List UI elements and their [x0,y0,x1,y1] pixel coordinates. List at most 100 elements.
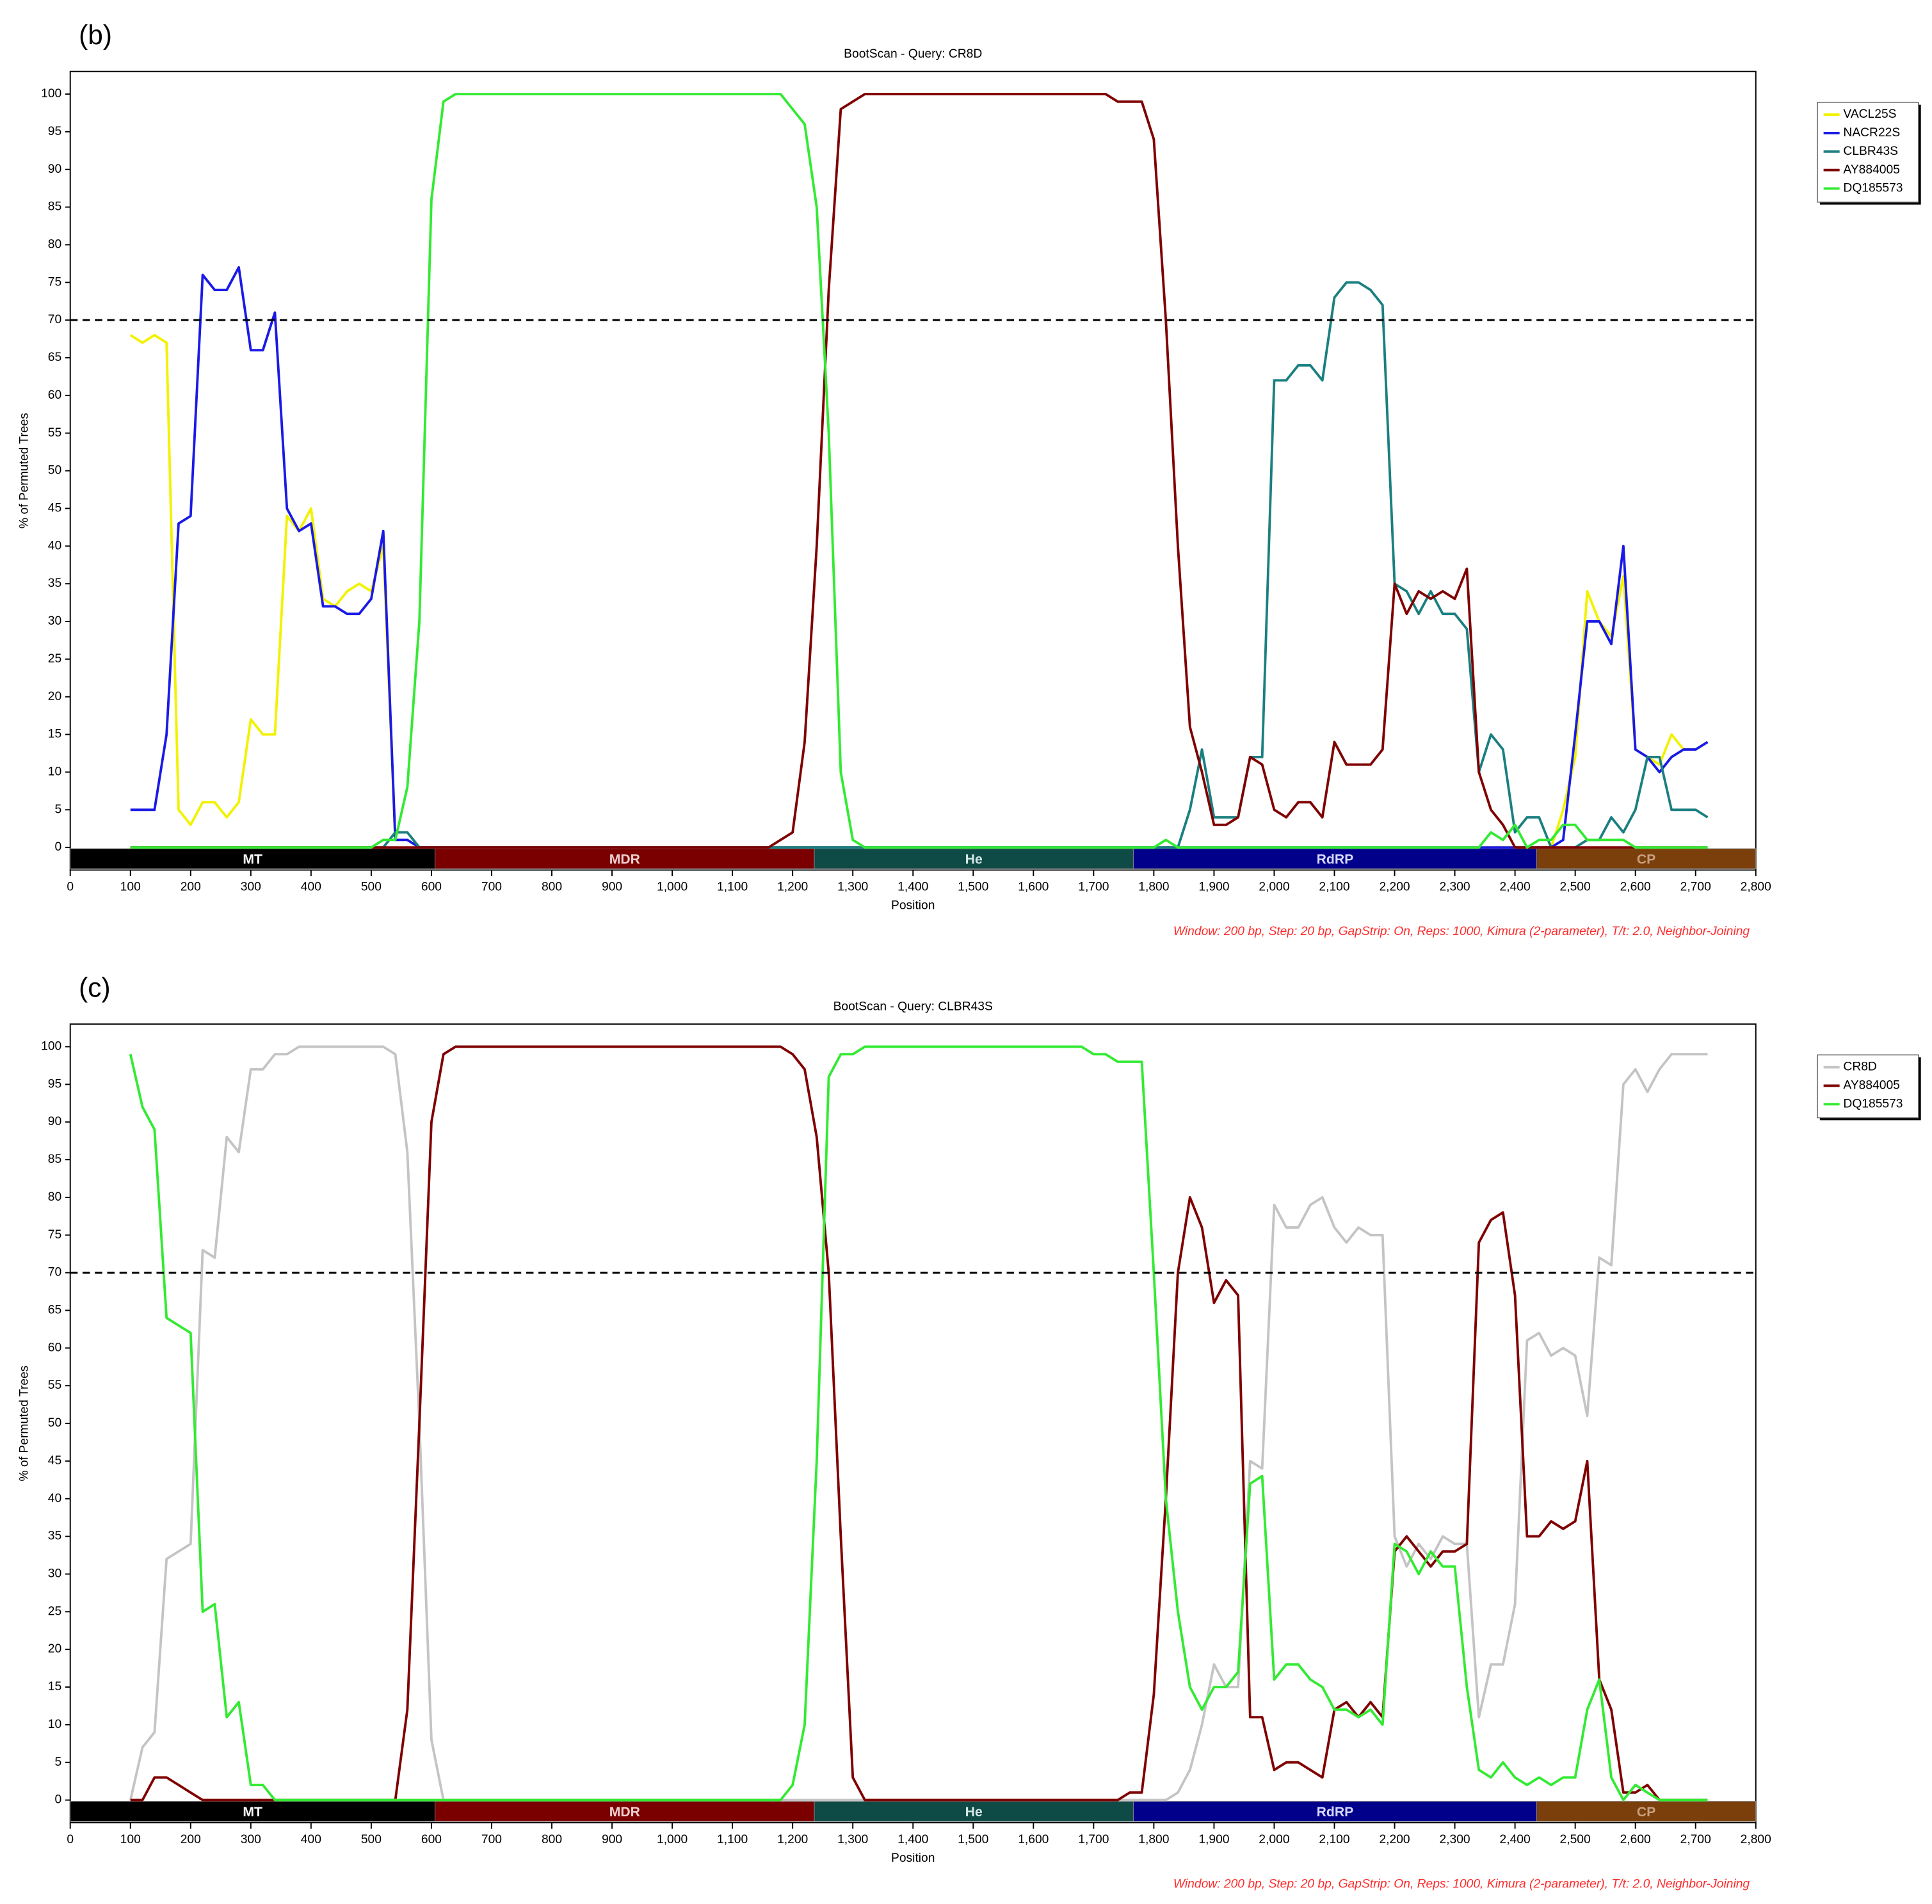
x-tick-label: 2,000 [1259,880,1289,893]
genome-region [814,848,1134,870]
y-tick-label: 25 [48,652,61,666]
genome-region [1536,848,1757,870]
series-line [130,93,1708,849]
x-tick-label: 1,400 [898,1833,928,1846]
x-tick-label: 500 [361,1833,382,1846]
chart-title: BootScan - Query: CR8D [844,47,982,61]
region-label: He [965,852,983,867]
y-tick-label: 15 [48,728,61,741]
x-tick-label: 1,700 [1078,880,1109,893]
x-tick-label: 800 [542,880,562,893]
x-tick-label: 500 [361,880,382,893]
genome-region [814,1801,1134,1822]
x-tick-label: 1,200 [777,880,808,893]
y-tick-label: 85 [48,1153,61,1166]
y-tick-label: 100 [41,1040,61,1053]
region-label: CP [1637,852,1655,867]
y-tick-label: 65 [48,351,61,364]
legend-label: DQ185573 [1843,1097,1903,1110]
x-tick-label: 2,600 [1620,1833,1651,1846]
y-tick-label: 85 [48,200,61,214]
y-tick-label: 70 [48,1266,61,1279]
legend-label: CLBR43S [1843,145,1898,158]
y-tick-label: 15 [48,1680,61,1693]
x-tick-label: 100 [120,1833,141,1846]
legend-label: VACL25S [1843,108,1896,121]
chart-title: BootScan - Query: CLBR43S [833,1000,993,1013]
legend-label: NACR22S [1843,126,1900,140]
x-tick-label: 2,300 [1439,880,1470,893]
x-tick-label: 1,400 [898,880,928,893]
x-tick-label: 2,600 [1620,880,1651,893]
y-tick-label: 90 [48,163,61,176]
y-tick-label: 100 [41,87,61,100]
x-tick-label: 1,000 [657,880,688,893]
x-tick-label: 2,100 [1319,880,1349,893]
x-tick-label: 1,600 [1018,880,1049,893]
genome-region [435,1801,815,1822]
x-tick-label: 100 [120,880,141,893]
x-tick-label: 1,500 [958,880,988,893]
x-tick-label: 2,300 [1439,1833,1470,1846]
y-tick-label: 45 [48,501,61,515]
x-tick-label: 2,200 [1379,1833,1410,1846]
y-tick-label: 40 [48,1492,61,1505]
x-tick-label: 600 [421,880,442,893]
x-tick-label: 200 [181,880,201,893]
x-tick-label: 400 [301,880,321,893]
region-label: RdRP [1317,852,1354,867]
y-tick-label: 45 [48,1454,61,1468]
y-tick-label: 80 [48,1190,61,1204]
x-tick-label: 1,300 [837,1833,868,1846]
method-note: Window: 200 bp, Step: 20 bp, GapStrip: O… [1173,1877,1750,1891]
x-tick-label: 1,900 [1198,880,1229,893]
method-note: Window: 200 bp, Step: 20 bp, GapStrip: O… [1173,925,1750,938]
region-label: MDR [609,1805,640,1820]
genome-region [1536,1801,1757,1822]
y-tick-label: 60 [48,388,61,402]
x-tick-label: 2,400 [1500,880,1531,893]
region-label: RdRP [1317,1805,1354,1820]
y-tick-label: 10 [48,765,61,778]
x-tick-label: 900 [602,880,622,893]
y-tick-label: 5 [55,1756,62,1769]
y-tick-label: 30 [48,1567,61,1581]
x-tick-label: 2,100 [1319,1833,1349,1846]
x-tick-label: 2,400 [1500,1833,1531,1846]
plot-area [69,1023,1757,1823]
y-tick-label: 5 [55,803,62,816]
x-tick-label: 1,200 [777,1833,808,1846]
series-line [129,1045,1708,1802]
x-tick-label: 0 [67,1833,74,1846]
x-tick-label: 800 [542,1833,562,1846]
region-label: MT [243,852,262,867]
x-tick-label: 2,700 [1680,880,1711,893]
y-tick-label: 20 [48,690,61,703]
x-tick-label: 2,800 [1741,1833,1771,1846]
region-label: CP [1637,1805,1655,1820]
x-tick-label: 1,600 [1018,1833,1049,1846]
x-tick-label: 1,300 [837,880,868,893]
x-tick-label: 2,200 [1379,880,1410,893]
legend-label: AY884005 [1843,1078,1899,1092]
y-tick-label: 35 [48,577,61,590]
x-tick-label: 1,800 [1138,1833,1169,1846]
x-axis-label: Position [891,1852,935,1865]
genome-region [70,848,436,870]
genome-region [1132,1801,1537,1822]
y-tick-label: 75 [48,1228,61,1242]
x-tick-label: 2,700 [1680,1833,1711,1846]
region-label: MDR [609,852,640,867]
y-tick-label: 95 [48,1077,61,1091]
y-tick-label: 30 [48,614,61,628]
y-tick-label: 0 [55,1793,62,1807]
x-axis-label: Position [891,899,935,912]
y-tick-label: 65 [48,1304,61,1317]
x-tick-label: 400 [301,1833,321,1846]
genome-region [435,848,815,870]
legend-label: CR8D [1843,1060,1876,1074]
x-tick-label: 1,800 [1138,880,1169,893]
y-tick-label: 75 [48,275,61,289]
